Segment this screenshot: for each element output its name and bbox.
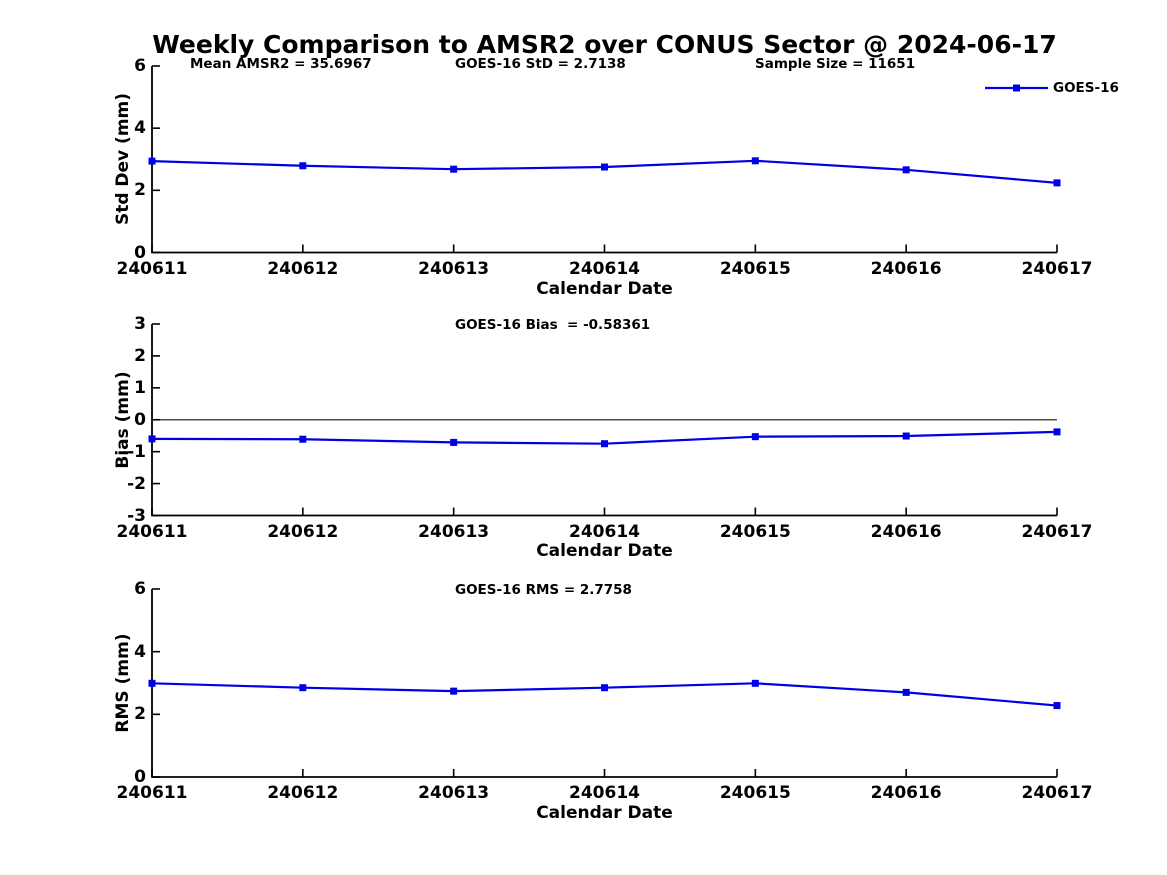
data-point-marker <box>450 165 458 173</box>
axis-spine <box>151 66 1057 254</box>
annotation-goes16-bias: GOES-16 Bias = -0.58361 <box>455 317 651 333</box>
x-tick-label: 240614 <box>569 259 640 279</box>
x-axis-title-calendar-date-1: Calendar Date <box>536 279 673 299</box>
data-point-marker <box>751 433 759 441</box>
x-axis-title-calendar-date-2: Calendar Date <box>536 541 673 561</box>
y-tick-label: 2 <box>134 345 146 366</box>
y-tick-label: 6 <box>134 56 146 76</box>
legend-entry-label: GOES-16 <box>1053 80 1119 96</box>
x-tick-label: 240611 <box>116 259 188 279</box>
y-tick-label: -2 <box>127 473 146 494</box>
y-tick-label: 0 <box>134 409 146 430</box>
data-point-marker <box>751 679 759 687</box>
x-tick-label: 240615 <box>719 783 791 803</box>
annotation-sample-size: Sample Size = 11651 <box>755 56 916 72</box>
x-tick-label: 240615 <box>719 259 791 279</box>
x-tick-label: 240611 <box>116 783 188 803</box>
data-point-marker <box>601 163 608 171</box>
y-tick-label: -3 <box>127 505 146 526</box>
y-tick-label: 4 <box>134 118 146 139</box>
data-point-marker <box>450 687 458 695</box>
x-tick-label: 240612 <box>267 522 339 542</box>
data-point-marker <box>299 162 307 170</box>
x-tick-label: 240616 <box>870 783 942 803</box>
x-axis-title-calendar-date-3: Calendar Date <box>536 803 673 823</box>
x-tick-label: 240615 <box>719 522 791 542</box>
y-tick-label: 1 <box>134 377 146 398</box>
legend-marker <box>1013 84 1020 92</box>
x-tick-label: 240614 <box>569 522 640 542</box>
x-tick-label: 240613 <box>418 259 490 279</box>
data-point-marker <box>601 440 608 448</box>
data-point-marker <box>902 688 910 696</box>
x-tick-label: 240614 <box>569 783 640 803</box>
y-axis-title-std-dev: Std Dev (mm) <box>113 92 133 226</box>
y-tick-label: -1 <box>127 441 146 462</box>
x-tick-label: 240612 <box>267 783 339 803</box>
data-point-marker <box>1053 179 1061 187</box>
x-tick-label: 240613 <box>418 522 490 542</box>
x-tick-label: 240616 <box>870 259 942 279</box>
x-tick-label: 240617 <box>1021 259 1093 279</box>
y-tick-label: 2 <box>134 180 146 201</box>
data-point-marker <box>902 432 910 440</box>
data-point-marker <box>148 435 156 443</box>
data-point-marker <box>450 438 458 446</box>
data-point-marker <box>902 166 910 174</box>
x-tick-label: 240611 <box>116 522 188 542</box>
data-point-marker <box>751 157 759 165</box>
figure-title: Weekly Comparison to AMSR2 over CONUS Se… <box>152 30 1057 59</box>
y-tick-label: 0 <box>134 242 146 263</box>
annotation-mean-amsr2: Mean AMSR2 = 35.6967 <box>190 56 372 72</box>
x-tick-label: 240616 <box>870 522 942 542</box>
axis-spine <box>151 589 1057 778</box>
x-tick-label: 240617 <box>1021 522 1093 542</box>
x-tick-label: 240617 <box>1021 783 1093 803</box>
data-point-marker <box>1053 702 1061 710</box>
y-tick-label: 2 <box>134 704 146 725</box>
y-tick-label: 0 <box>134 767 146 787</box>
data-point-marker <box>299 684 307 692</box>
x-tick-label: 240613 <box>418 783 490 803</box>
y-tick-label: 6 <box>134 579 146 599</box>
y-tick-label: 4 <box>134 641 146 662</box>
annotation-goes16-std: GOES-16 StD = 2.7138 <box>455 56 626 72</box>
y-tick-label: 3 <box>134 314 146 334</box>
data-point-marker <box>148 679 156 687</box>
data-point-marker <box>299 435 307 443</box>
data-point-marker <box>1053 428 1061 436</box>
x-tick-label: 240612 <box>267 259 339 279</box>
data-point-marker <box>148 157 156 165</box>
data-point-marker <box>601 684 608 692</box>
annotation-goes16-rms: GOES-16 RMS = 2.7758 <box>455 582 632 598</box>
